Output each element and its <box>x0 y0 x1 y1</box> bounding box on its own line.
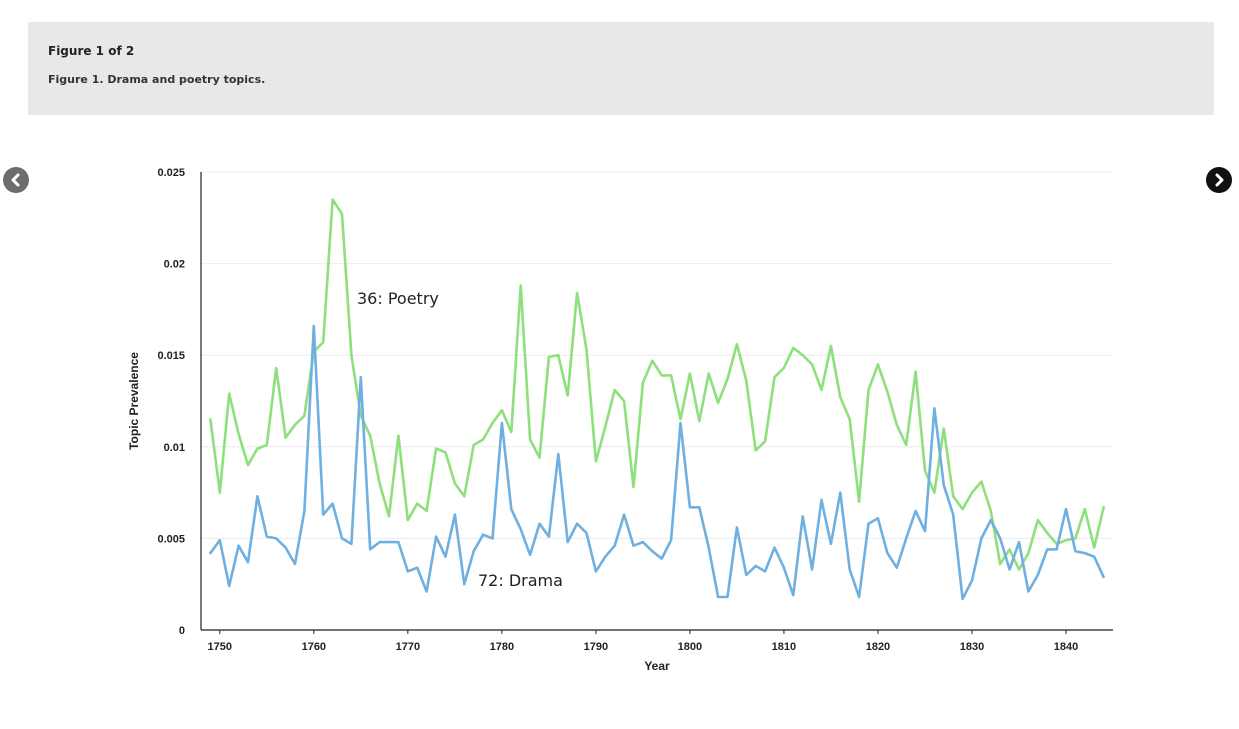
x-tick-label: 1810 <box>772 641 796 653</box>
y-tick-label: 0.01 <box>164 442 185 454</box>
x-tick-label: 1770 <box>396 641 420 653</box>
x-tick-label: 1750 <box>208 641 232 653</box>
series-line-drama <box>209 324 1105 601</box>
x-tick-label: 1820 <box>866 641 890 653</box>
x-axis-title: Year <box>644 659 670 673</box>
y-tick-label: 0.005 <box>157 533 185 545</box>
chart-grid <box>201 171 1113 539</box>
figure-header: Figure 1 of 2 Figure 1. Drama and poetry… <box>28 22 1214 115</box>
next-figure-button[interactable] <box>1206 167 1232 193</box>
y-axis-title: Topic Prevalence <box>127 352 141 450</box>
figure-counter: Figure 1 of 2 <box>48 44 135 58</box>
previous-figure-button[interactable] <box>3 167 29 193</box>
y-tick-label: 0.02 <box>164 259 185 271</box>
series-label-poetry: 36: Poetry <box>357 289 439 308</box>
figure-caption: Figure 1. Drama and poetry topics. <box>48 73 266 86</box>
chart-series <box>209 198 1105 601</box>
chevron-left-icon <box>11 173 20 187</box>
x-tick-label: 1780 <box>490 641 514 653</box>
x-tick-label: 1760 <box>302 641 326 653</box>
x-tick-label: 1790 <box>584 641 608 653</box>
x-tick-label: 1840 <box>1054 641 1078 653</box>
y-tick-label: 0 <box>179 625 185 637</box>
chart-labels: 0 0.005 0.01 0.015 0.02 0.025 1750 1760 1770 1780… <box>127 167 1078 673</box>
series-label-drama: 72: Drama <box>478 571 563 590</box>
chart-axes <box>200 172 1113 634</box>
chevron-right-icon <box>1215 173 1224 187</box>
x-tick-label: 1800 <box>678 641 702 653</box>
x-tick-label: 1830 <box>960 641 984 653</box>
series-line-poetry <box>209 198 1105 571</box>
y-tick-label: 0.025 <box>157 167 185 179</box>
y-tick-label: 0.015 <box>157 350 185 362</box>
